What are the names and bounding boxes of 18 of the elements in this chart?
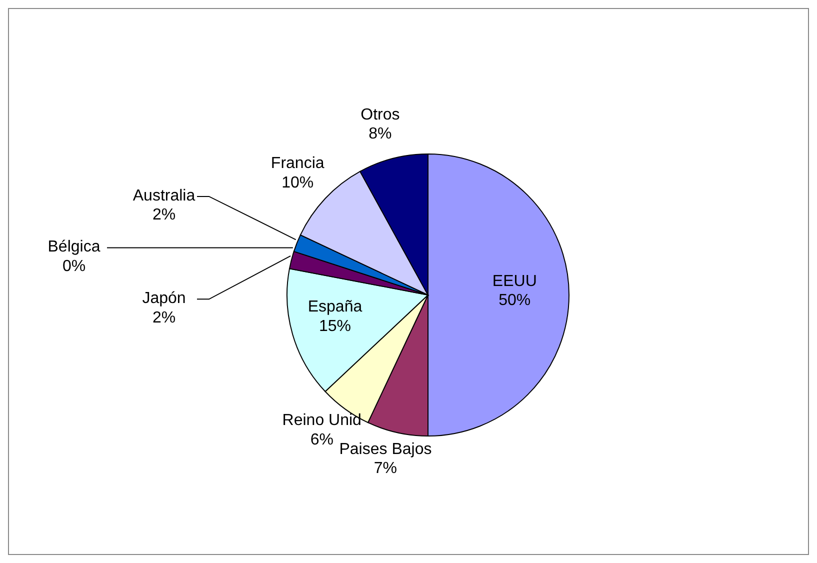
data-label: 8% xyxy=(368,126,392,143)
slice-label: Australia xyxy=(132,187,196,204)
slice-label: Japón xyxy=(142,290,186,308)
data-label: 15% xyxy=(318,318,352,335)
data-label: 2% xyxy=(152,309,176,326)
data-label: 7% xyxy=(374,460,398,478)
slice-label: Reino Unid xyxy=(282,412,362,430)
data-label: 10% xyxy=(282,174,314,192)
slice-label: Otros xyxy=(360,106,400,124)
data-label: 2% xyxy=(152,206,176,224)
slice-label: Francia xyxy=(270,155,324,172)
category-label: Bélgica xyxy=(48,238,100,256)
slice-label: España xyxy=(308,298,362,316)
data-label: 6% xyxy=(310,431,334,448)
text: 0% xyxy=(62,258,86,275)
slice-label: Paises Bajos xyxy=(339,440,432,458)
data-label: 50% xyxy=(498,292,531,310)
slice-label: EEUU xyxy=(492,273,537,290)
